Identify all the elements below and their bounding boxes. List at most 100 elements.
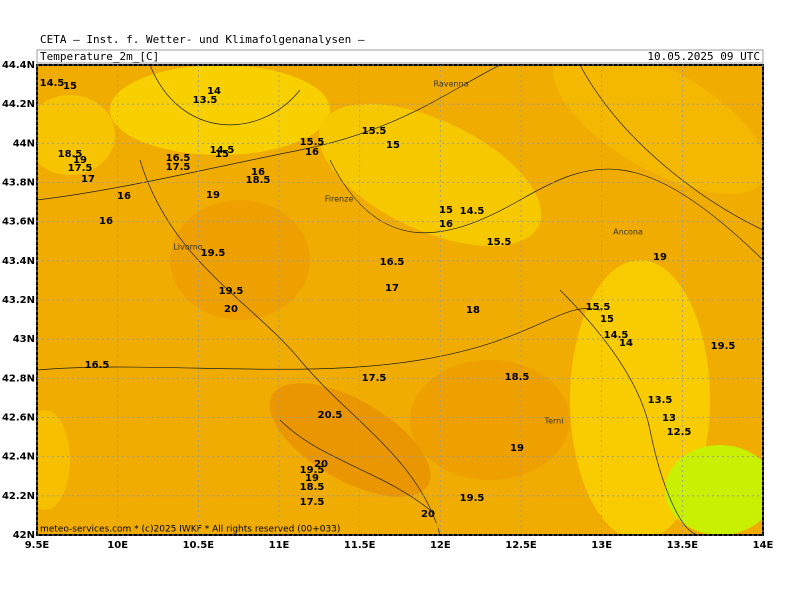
- lat-tick-label: 42.8N: [2, 373, 35, 384]
- contour-label: 16: [117, 191, 131, 202]
- source-title: CETA — Inst. f. Wetter- und Klimafolgena…: [40, 33, 365, 46]
- contour-label: 19: [510, 443, 524, 454]
- contour-label: 15.5: [487, 237, 512, 248]
- contour-label: 18.5: [505, 372, 530, 383]
- contour-label: 13.5: [193, 95, 218, 106]
- contour-label: 15: [63, 81, 77, 92]
- contour-label: 15: [439, 205, 453, 216]
- valid-time: 10.05.2025 09 UTC: [647, 50, 760, 63]
- contour-label: 20: [224, 304, 238, 315]
- lon-tick-label: 13.5E: [667, 540, 699, 551]
- contour-label: 17.5: [68, 163, 93, 174]
- contour-label: 15.5: [300, 137, 325, 148]
- contour-label: 13.5: [648, 395, 673, 406]
- contour-label: 18.5: [246, 175, 271, 186]
- contour-label: 15: [386, 140, 400, 151]
- contour-label: 15: [600, 314, 614, 325]
- contour-label: 17: [81, 174, 95, 185]
- contour-label: 15: [215, 149, 229, 160]
- lat-tick-label: 44.4N: [2, 60, 35, 71]
- lat-tick-label: 43.6N: [2, 217, 35, 228]
- isotherm: [559, 289, 701, 535]
- field-mild: [553, 65, 763, 194]
- isotherm: [149, 65, 301, 126]
- contour-label: 16.5: [166, 153, 191, 164]
- lon-tick-label: 12E: [430, 540, 451, 551]
- lon-tick-label: 13E: [591, 540, 612, 551]
- contour-label: 20: [314, 459, 328, 470]
- contour-label: 16: [251, 167, 265, 178]
- contour-label: 18.5: [58, 149, 83, 160]
- contour-label: 20.5: [318, 410, 343, 421]
- field-cold: [665, 445, 763, 535]
- temperature-field: [37, 65, 763, 535]
- footer: meteo-services.com * (c)2025 IWKF * All …: [40, 525, 340, 535]
- contour-label: 14.5: [604, 330, 629, 341]
- lat-tick-label: 43N: [13, 334, 35, 345]
- lon-tick-label: 14E: [753, 540, 774, 551]
- field-cool: [37, 410, 70, 510]
- field-cool: [110, 65, 330, 155]
- contour-label: 14: [207, 86, 221, 97]
- lon-tick-label: 11E: [269, 540, 290, 551]
- isotherm: [329, 159, 763, 261]
- contour-label: 15.5: [362, 126, 387, 137]
- contour-label: 18: [466, 305, 480, 316]
- contour-label: 19: [206, 190, 220, 201]
- contour-label: 14.5: [460, 206, 485, 217]
- lat-tick-label: 43.4N: [2, 256, 35, 267]
- city-label: Ancona: [613, 228, 643, 237]
- contour-label: 16.5: [380, 257, 405, 268]
- contour-label: 17.5: [362, 373, 387, 384]
- lat-tick-label: 42.2N: [2, 491, 35, 502]
- contour-label: 16: [305, 147, 319, 158]
- contour-label: 13: [662, 413, 676, 424]
- field-warm: [269, 383, 431, 497]
- city-label: Ravenna: [434, 80, 469, 89]
- contour-label: 19.5: [219, 286, 244, 297]
- field-name: Temperature_2m_[C]: [40, 50, 159, 63]
- contour-label: 17.5: [166, 162, 191, 173]
- contour-label: 17.5: [300, 497, 325, 508]
- lat-tick-label: 44.2N: [2, 99, 35, 110]
- contour-label: 14.5: [210, 145, 235, 156]
- header-box: [36, 49, 764, 64]
- field-cool: [318, 103, 542, 247]
- lon-tick-label: 10E: [107, 540, 128, 551]
- contour-label: 18.5: [300, 482, 325, 493]
- lat-tick-label: 42.6N: [2, 413, 35, 424]
- city-label: Terni: [544, 417, 564, 426]
- lon-tick-label: 11.5E: [344, 540, 376, 551]
- footer-box: [38, 523, 438, 534]
- lon-tick-label: 10.5E: [183, 540, 215, 551]
- lat-tick-label: 42N: [13, 530, 35, 541]
- contour-label: 19.5: [460, 493, 485, 504]
- lon-tick-label: 9.5E: [25, 540, 50, 551]
- lat-tick-label: 42.4N: [2, 452, 35, 463]
- field-warm: [410, 360, 570, 480]
- lat-tick-label: 43.2N: [2, 295, 35, 306]
- contour-label: 19.5: [711, 341, 736, 352]
- field-warm: [170, 200, 310, 320]
- city-label: Livorno: [173, 243, 203, 252]
- isotherm: [139, 159, 441, 535]
- contour-label: 17: [385, 283, 399, 294]
- lat-tick-label: 43.8N: [2, 178, 35, 189]
- isotherm: [279, 419, 431, 511]
- contour-label: 20: [421, 509, 435, 520]
- contour-label: 16: [99, 216, 113, 227]
- contour-label: 12.5: [667, 427, 692, 438]
- contour-label: 16.5: [85, 360, 110, 371]
- contour-label: 14: [619, 338, 633, 349]
- isotherm: [37, 65, 501, 201]
- isotherm: [579, 65, 763, 231]
- contour-label: 19: [73, 155, 87, 166]
- city-label: Firenze: [325, 195, 354, 204]
- contour-label: 19.5: [300, 465, 325, 476]
- contour-label: 16: [439, 219, 453, 230]
- field-cool: [37, 95, 115, 175]
- contour-label: 14.5: [40, 78, 65, 89]
- lon-tick-label: 12.5E: [505, 540, 537, 551]
